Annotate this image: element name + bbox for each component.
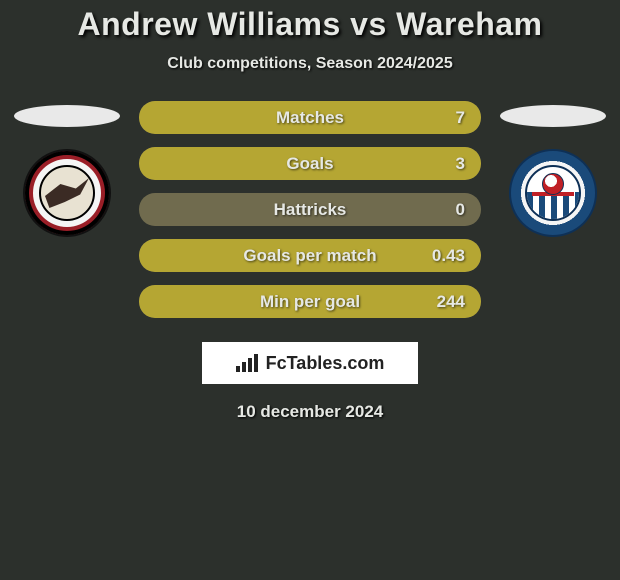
stat-bar: Matches7 bbox=[139, 101, 481, 134]
branding-box: FcTables.com bbox=[202, 342, 418, 384]
stat-bar: Min per goal244 bbox=[139, 285, 481, 318]
stat-bar-value: 244 bbox=[437, 285, 465, 318]
stat-bar-value: 0 bbox=[456, 193, 465, 226]
subtitle: Club competitions, Season 2024/2025 bbox=[0, 55, 620, 73]
stat-bar-label: Goals bbox=[139, 147, 481, 180]
left-club-crest bbox=[23, 149, 111, 237]
stat-bar-label: Min per goal bbox=[139, 285, 481, 318]
date: 10 december 2024 bbox=[237, 402, 384, 422]
stat-bar-value: 3 bbox=[456, 147, 465, 180]
stat-bar: Goals3 bbox=[139, 147, 481, 180]
stat-bar-label: Matches bbox=[139, 101, 481, 134]
stat-bar-value: 7 bbox=[456, 101, 465, 134]
stat-bars: Matches7Goals3Hattricks0Goals per match0… bbox=[139, 101, 481, 318]
right-ellipse bbox=[500, 105, 606, 127]
page-title: Andrew Williams vs Wareham bbox=[0, 6, 620, 43]
branding-text: FcTables.com bbox=[266, 353, 385, 374]
right-club-column bbox=[499, 101, 607, 237]
right-club-crest bbox=[509, 149, 597, 237]
stat-bar: Hattricks0 bbox=[139, 193, 481, 226]
left-club-column bbox=[13, 101, 121, 237]
stat-bar: Goals per match0.43 bbox=[139, 239, 481, 272]
stat-bar-label: Goals per match bbox=[139, 239, 481, 272]
stat-bar-value: 0.43 bbox=[432, 239, 465, 272]
left-ellipse bbox=[14, 105, 120, 127]
branding-chart-icon bbox=[236, 354, 258, 372]
stat-bar-label: Hattricks bbox=[139, 193, 481, 226]
